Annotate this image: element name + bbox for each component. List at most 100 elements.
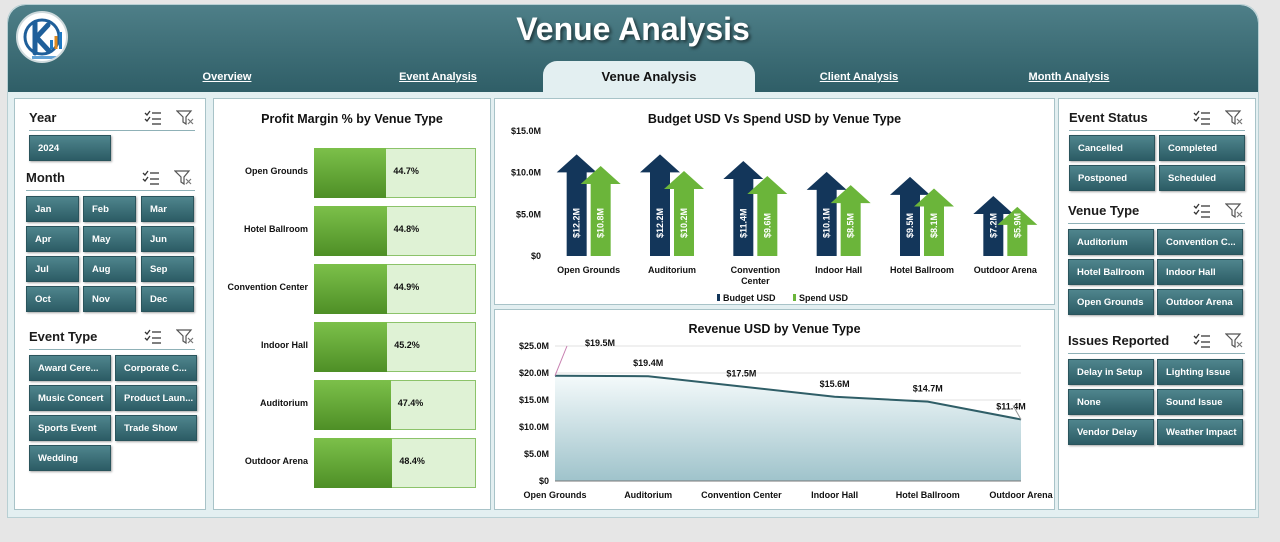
venue-open-grounds-button[interactable]: Open Grounds [1068, 289, 1154, 315]
venue-auditorium-button[interactable]: Auditorium [1068, 229, 1154, 255]
bar-value-label: 45.2% [394, 340, 420, 350]
bar-value-label: $12.2M [572, 208, 582, 238]
x-tick-label: Open Grounds [557, 265, 620, 275]
spend-bar [914, 188, 954, 256]
month-jun-button[interactable]: Jun [141, 226, 194, 252]
tab-month-analysis[interactable]: Month Analysis [1028, 71, 1110, 83]
slicer-divider [1069, 130, 1245, 131]
slicer-divider [26, 190, 195, 191]
issue-none-button[interactable]: None [1068, 389, 1154, 415]
bar-category-label: Open Grounds [245, 166, 308, 176]
bar-value-label: 44.7% [393, 166, 419, 176]
x-tick-label: Hotel Ballroom [890, 265, 954, 275]
profit-margin-bar [314, 380, 391, 430]
tab-venue-analysis[interactable]: Venue Analysis [543, 61, 755, 94]
status-scheduled-button[interactable]: Scheduled [1159, 165, 1245, 191]
event-type-product-button[interactable]: Product Laun... [115, 385, 197, 411]
right-slicer-panel: Event Status Cancelled Completed Postpon… [1058, 98, 1256, 510]
month-jan-button[interactable]: Jan [26, 196, 79, 222]
bar-value-label: $10.8M [596, 208, 606, 238]
revenue-area [555, 375, 1021, 481]
multi-select-icon[interactable] [144, 329, 162, 345]
multi-select-icon[interactable] [144, 110, 162, 126]
bar-value-label: $9.6M [762, 213, 772, 238]
venue-type-slicer-title: Venue Type [1068, 203, 1140, 218]
event-type-music-button[interactable]: Music Concert [29, 385, 111, 411]
profit-margin-bar [314, 206, 387, 256]
issue-lighting-button[interactable]: Lighting Issue [1157, 359, 1243, 385]
bar-value-label: 48.4% [399, 456, 425, 466]
multi-select-icon[interactable] [142, 170, 160, 186]
month-sep-button[interactable]: Sep [141, 256, 194, 282]
y-tick-label: $25.0M [519, 341, 549, 351]
multi-select-icon[interactable] [1193, 203, 1211, 219]
multi-select-icon[interactable] [1193, 333, 1211, 349]
issue-weather-button[interactable]: Weather Impact [1157, 419, 1243, 445]
event-type-trade-button[interactable]: Trade Show [115, 415, 197, 441]
bar-category-label: Outdoor Arena [244, 456, 308, 466]
status-completed-button[interactable]: Completed [1159, 135, 1245, 161]
month-aug-button[interactable]: Aug [83, 256, 136, 282]
spend-bar [580, 166, 621, 256]
label-leader-line [1012, 405, 1022, 420]
page-title: Venue Analysis [516, 11, 750, 47]
venue-indoor-hall-button[interactable]: Indoor Hall [1157, 259, 1243, 285]
month-mar-button[interactable]: Mar [141, 196, 194, 222]
bar-value-label: $10.2M [679, 208, 689, 238]
event-type-award-button[interactable]: Award Cere... [29, 355, 111, 381]
clear-filter-icon[interactable] [1225, 110, 1243, 126]
budget-bar [806, 171, 847, 256]
legend-label: Spend USD [799, 293, 849, 303]
event-type-wedding-button[interactable]: Wedding [29, 445, 111, 471]
month-may-button[interactable]: May [83, 226, 136, 252]
month-dec-button[interactable]: Dec [141, 286, 194, 312]
budget-bar [973, 196, 1014, 256]
bar-category-label: Indoor Hall [261, 340, 308, 350]
x-tick-label: Indoor Hall [815, 265, 862, 275]
revenue-chart: Revenue USD by Venue Type $0 $5.0M $10.0M $… [494, 309, 1055, 510]
clear-filter-icon[interactable] [1225, 203, 1243, 219]
bar-value-label: $5.9M [1012, 213, 1022, 238]
legend-swatch [793, 294, 796, 301]
y-tick-label: $15.0M [519, 395, 549, 405]
issue-sound-button[interactable]: Sound Issue [1157, 389, 1243, 415]
month-jul-button[interactable]: Jul [26, 256, 79, 282]
x-tick-label: Auditorium [624, 490, 672, 500]
clear-filter-icon[interactable] [174, 170, 192, 186]
issues-slicer-title: Issues Reported [1068, 333, 1170, 348]
venue-outdoor-arena-button[interactable]: Outdoor Arena [1157, 289, 1243, 315]
event-type-sports-button[interactable]: Sports Event [29, 415, 111, 441]
x-tick-label: Convention [731, 265, 781, 275]
bar-value-label: $8.5M [846, 213, 856, 238]
venue-hotel-ballroom-button[interactable]: Hotel Ballroom [1068, 259, 1154, 285]
multi-select-icon[interactable] [1193, 110, 1211, 126]
month-nov-button[interactable]: Nov [83, 286, 136, 312]
venue-convention-button[interactable]: Convention C... [1157, 229, 1243, 255]
spend-bar [997, 206, 1038, 256]
month-feb-button[interactable]: Feb [83, 196, 136, 222]
status-postponed-button[interactable]: Postponed [1069, 165, 1155, 191]
tab-client-analysis[interactable]: Client Analysis [819, 71, 899, 83]
y-tick-label: $5.0M [524, 449, 549, 459]
status-cancelled-button[interactable]: Cancelled [1069, 135, 1155, 161]
month-apr-button[interactable]: Apr [26, 226, 79, 252]
clear-filter-icon[interactable] [176, 110, 194, 126]
month-slicer-title: Month [26, 170, 65, 185]
clear-filter-icon[interactable] [1225, 333, 1243, 349]
tab-overview[interactable]: Overview [202, 71, 252, 83]
spend-bar [747, 176, 788, 256]
year-2024-button[interactable]: 2024 [29, 135, 111, 161]
bar-value-label: 44.8% [393, 224, 420, 234]
event-type-slicer-title: Event Type [29, 329, 98, 344]
budget-bar [640, 154, 680, 256]
profit-margin-chart: Profit Margin % by Venue Type Open Groun… [213, 98, 491, 510]
month-oct-button[interactable]: Oct [26, 286, 79, 312]
issue-vendor-delay-button[interactable]: Vendor Delay [1068, 419, 1154, 445]
clear-filter-icon[interactable] [176, 329, 194, 345]
label-leader-line [554, 345, 568, 376]
event-type-corporate-button[interactable]: Corporate C... [115, 355, 197, 381]
tab-event-analysis[interactable]: Event Analysis [399, 71, 477, 83]
slicer-divider [29, 349, 195, 350]
data-value-label: $19.4M [633, 358, 663, 368]
issue-delay-setup-button[interactable]: Delay in Setup [1068, 359, 1154, 385]
